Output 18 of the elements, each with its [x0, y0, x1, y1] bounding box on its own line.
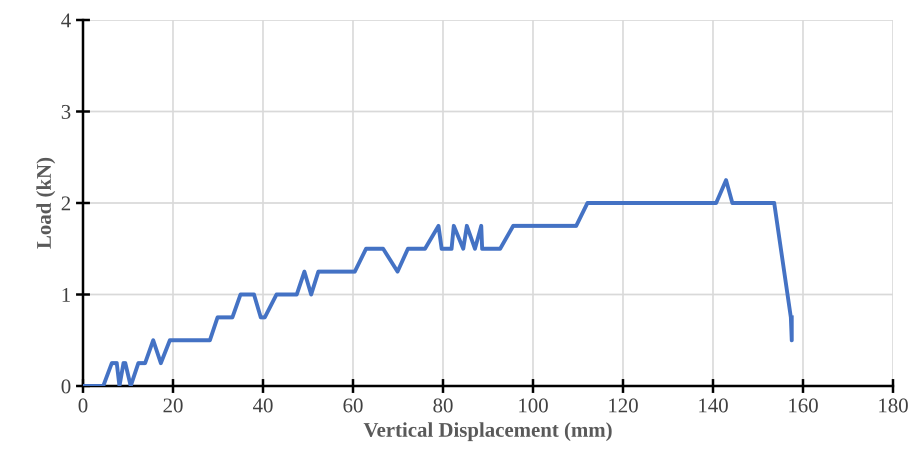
y-tick-label: 0 — [62, 379, 70, 394]
line-series — [83, 178, 794, 386]
x-tick-label: 180 — [879, 398, 908, 412]
x-tick-label: 100 — [519, 398, 548, 412]
y-tick-label: 1 — [62, 288, 70, 302]
x-tick-label: 20 — [164, 398, 183, 412]
x-tick-label: 60 — [343, 398, 363, 412]
x-tick-label: 80 — [433, 398, 453, 412]
x-axis-title: Vertical Displacement (mm) — [364, 422, 612, 442]
x-tick-label: 0 — [78, 398, 88, 412]
y-tick-label: 2 — [62, 196, 70, 210]
y-axis-title: Load (kN) — [36, 158, 56, 249]
x-tick-label: 120 — [609, 398, 638, 412]
y-tick-label: 3 — [62, 104, 70, 119]
y-tick-label: 4 — [61, 14, 71, 28]
x-tick-label: 140 — [699, 398, 728, 412]
x-tick-label: 160 — [789, 398, 818, 412]
x-tick-label: 40 — [252, 398, 273, 412]
